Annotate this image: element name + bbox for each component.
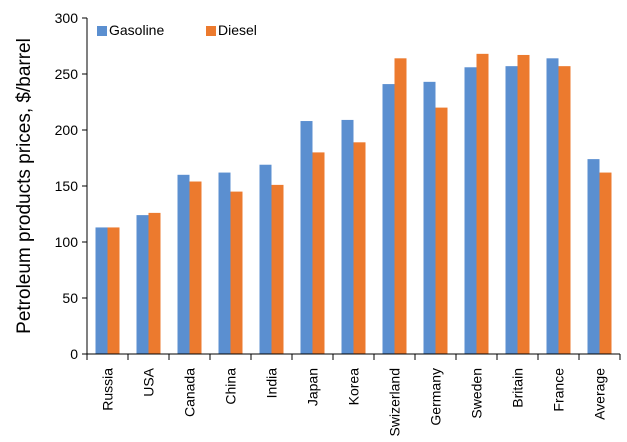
y-tick-label: 0 [70,346,78,362]
y-tick-label: 300 [55,10,79,26]
bar-gasoline-canada [177,174,190,354]
bar-diesel-germany [435,107,448,354]
x-tick-label: Swizerland [387,368,403,436]
x-tick-label: Russia [100,368,116,411]
x-tick-label: Korea [346,368,362,406]
bar-diesel-canada [189,181,202,354]
legend-label-diesel: Diesel [218,22,257,38]
legend: Gasoline Diesel [97,22,257,38]
bar-diesel-russia [107,227,120,354]
bar-gasoline-average [587,159,600,354]
bar-diesel-korea [353,142,366,354]
y-tick-label: 150 [55,178,79,194]
bar-diesel-average [599,172,612,354]
x-tick-label: Britain [510,368,526,408]
y-tick-label: 200 [55,122,79,138]
bar-gasoline-russia [95,227,108,354]
y-axis-label: Petroleum products prices, $/barrel [14,38,35,334]
bar-gasoline-japan [300,121,313,354]
bar-gasoline-china [218,172,231,354]
x-tick-label: Sweden [469,368,485,419]
bar-diesel-sweden [476,53,489,355]
bar-gasoline-korea [341,119,354,354]
bar-diesel-swizerland [394,58,407,354]
x-tick-label: Germany [428,368,444,426]
y-tick-label: 50 [62,290,78,306]
bar-gasoline-swizerland [382,84,395,354]
x-tick-label: USA [141,367,157,396]
bar-diesel-japan [312,152,325,354]
x-ticks-group: Russia USA Canada China India Japan Korea Swize… [86,354,621,436]
bar-gasoline-india [259,164,272,354]
bar-gasoline-usa [136,215,149,354]
bar-diesel-usa [148,212,161,354]
y-ticks-group: 0 50 100 150 200 250 300 [55,10,87,362]
x-tick-label: France [551,368,567,412]
bar-gasoline-germany [423,81,436,354]
bar-diesel-britain [517,54,530,355]
legend-swatch-gasoline [97,26,107,36]
x-tick-label: India [264,368,280,399]
bar-gasoline-france [546,58,559,354]
x-tick-label: Canada [182,368,198,417]
bars-group [95,53,612,355]
bar-diesel-india [271,184,284,354]
legend-label-gasoline: Gasoline [109,22,164,38]
y-tick-label: 100 [55,234,79,250]
x-tick-label: China [223,368,239,405]
x-tick-label: Average [592,368,608,420]
x-tick-label: Japan [305,368,321,406]
y-tick-label: 250 [55,66,79,82]
bar-gasoline-britain [505,66,518,354]
bar-diesel-france [558,66,571,354]
bar-diesel-china [230,191,243,354]
legend-swatch-diesel [206,26,216,36]
bar-gasoline-sweden [464,67,477,354]
